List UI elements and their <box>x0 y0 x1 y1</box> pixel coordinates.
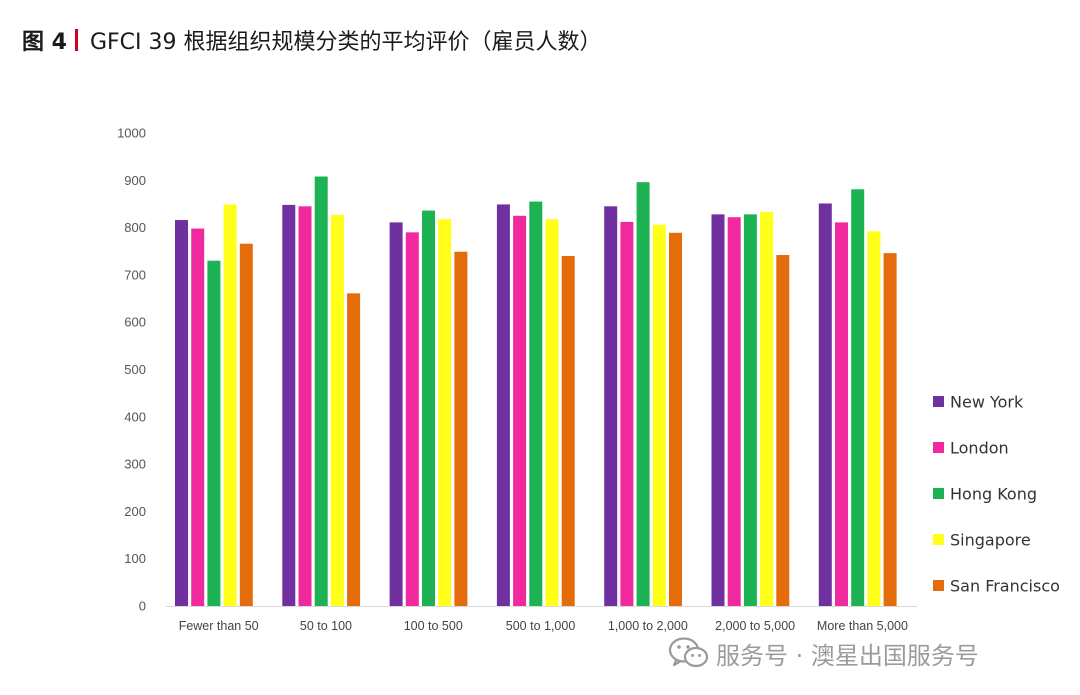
legend-swatch <box>933 580 944 591</box>
bar-hong-kong <box>636 182 650 606</box>
bar-singapore <box>223 204 237 606</box>
bar-london <box>835 222 848 606</box>
bar-singapore <box>545 219 559 606</box>
y-tick-label: 700 <box>124 267 146 282</box>
bar-singapore <box>867 231 881 606</box>
y-tick-label: 800 <box>124 220 146 235</box>
y-tick-label: 200 <box>124 504 146 519</box>
watermark-text: 服务号 · 澳星出国服务号 <box>716 641 979 670</box>
bar-singapore <box>760 211 774 606</box>
bar-london <box>620 221 634 606</box>
bar-hong-kong <box>207 260 221 606</box>
bar-san-francisco <box>883 253 897 606</box>
x-category-label: 100 to 500 <box>404 619 463 633</box>
bar-san-francisco <box>776 255 790 606</box>
bar-hong-kong <box>314 176 328 607</box>
bar-new-york <box>175 220 188 607</box>
chart-title: 图 4 GFCI 39 根据组织规模分类的平均评价（雇员人数） <box>22 24 602 56</box>
figure-label: 图 4 <box>22 30 67 55</box>
bar-new-york <box>282 204 296 606</box>
bar-san-francisco <box>347 293 361 606</box>
legend-label: London <box>950 439 1009 458</box>
bar-new-york <box>818 203 832 607</box>
bar-singapore <box>652 224 666 606</box>
legend-label: Hong Kong <box>950 485 1037 504</box>
y-tick-label: 500 <box>124 362 146 377</box>
y-tick-label: 600 <box>124 315 146 330</box>
y-tick-label: 0 <box>139 599 146 614</box>
legend-swatch <box>933 534 944 545</box>
legend-label: Singapore <box>950 531 1031 550</box>
legend-label: New York <box>950 393 1024 412</box>
x-category-label: Fewer than 50 <box>179 619 259 633</box>
x-category-label: 2,000 to 5,000 <box>715 619 795 633</box>
y-tick-label: 300 <box>124 457 146 472</box>
bar-san-francisco <box>561 255 575 607</box>
title-accent-bar <box>74 29 78 51</box>
bar-london <box>727 217 741 606</box>
bar-new-york <box>389 222 403 606</box>
bar-london <box>405 232 419 606</box>
bar-san-francisco <box>669 232 682 607</box>
bar-london <box>513 215 527 606</box>
title-text: GFCI 39 根据组织规模分类的平均评价（雇员人数） <box>89 30 602 55</box>
bar-new-york <box>711 214 725 606</box>
bar-singapore <box>330 214 344 607</box>
bar-hong-kong <box>529 201 543 606</box>
bar-san-francisco <box>454 251 468 606</box>
x-category-label: More than 5,000 <box>817 619 908 633</box>
legend-swatch <box>933 488 944 499</box>
bar-hong-kong <box>743 214 757 606</box>
bar-london <box>191 228 205 606</box>
y-tick-label: 400 <box>124 409 146 424</box>
x-category-label: 1,000 to 2,000 <box>608 619 688 633</box>
x-category-label: 50 to 100 <box>300 619 352 633</box>
y-tick-label: 100 <box>124 551 146 566</box>
legend-swatch <box>933 396 944 407</box>
x-category-label: 500 to 1,000 <box>506 619 576 633</box>
bar-hong-kong <box>422 210 435 606</box>
bar-new-york <box>496 204 510 606</box>
bar-london <box>298 206 312 606</box>
legend-swatch <box>933 442 944 453</box>
bar-san-francisco <box>239 243 253 606</box>
watermark: 服务号 · 澳星出国服务号 <box>668 635 979 671</box>
y-tick-label: 1000 <box>117 126 146 141</box>
bar-hong-kong <box>851 189 865 607</box>
bar-new-york <box>604 206 618 606</box>
wechat-icon <box>668 637 709 668</box>
legend-label: San Francisco <box>950 577 1060 596</box>
bar-singapore <box>438 219 452 606</box>
y-tick-label: 900 <box>124 173 146 188</box>
